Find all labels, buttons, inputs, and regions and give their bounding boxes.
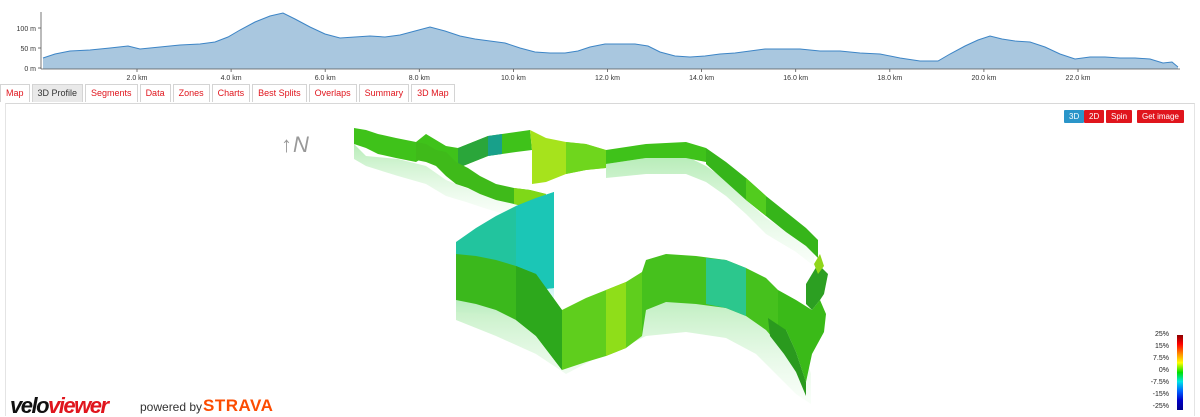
x-tick-label: 18.0 km	[877, 75, 902, 82]
x-tick-label: 16.0 km	[783, 75, 808, 82]
route-wall-north	[354, 128, 818, 258]
x-tick-label: 6.0 km	[315, 75, 336, 82]
legend-label: 25%	[1154, 331, 1169, 338]
x-tick-label: 22.0 km	[1066, 75, 1091, 82]
legend-label: -25%	[1152, 403, 1169, 410]
legend-label: -7.5%	[1150, 379, 1169, 386]
legend-label: 15%	[1154, 343, 1169, 350]
get-image-button[interactable]: Get image	[1137, 110, 1184, 123]
x-tick-label: 4.0 km	[221, 75, 242, 82]
tab-summary[interactable]: Summary	[358, 84, 410, 102]
tab-map[interactable]: Map	[0, 84, 30, 102]
x-tick-label: 2.0 km	[126, 75, 147, 82]
y-tick-label: 0 m	[24, 66, 36, 73]
legend-label: 0%	[1158, 367, 1169, 374]
x-tick-label: 8.0 km	[409, 75, 430, 82]
veloviewer-logo: veloviewer	[10, 393, 109, 416]
x-tick-label: 20.0 km	[971, 75, 996, 82]
strava-logo: STRAVA	[203, 396, 274, 415]
3d-route-view[interactable]	[6, 104, 1194, 416]
x-tick-label: 14.0 km	[689, 75, 714, 82]
tab-3d-profile[interactable]: 3D Profile	[31, 84, 84, 102]
tab-segments[interactable]: Segments	[85, 84, 138, 102]
logo-text-velo: velo	[10, 393, 50, 416]
elevation-line	[42, 12, 1179, 68]
y-tick-label: 100 m	[17, 26, 37, 33]
tab-zones[interactable]: Zones	[172, 84, 210, 102]
view-2d-button[interactable]: 2D	[1084, 110, 1105, 123]
spin-button[interactable]: Spin	[1106, 110, 1133, 123]
tab-bar: Map 3D Profile Segments Data Zones Charts Best…	[0, 84, 455, 103]
legend-label: 7.5%	[1153, 355, 1169, 362]
north-indicator: ↑N	[281, 132, 310, 157]
tab-best-splits[interactable]: Best Splits	[252, 84, 307, 102]
gradient-color-bar	[1177, 335, 1183, 410]
tab-3d-map[interactable]: 3D Map	[411, 84, 455, 102]
tab-charts[interactable]: Charts	[211, 84, 251, 102]
logo-text-viewer: viewer	[48, 393, 109, 416]
tab-data[interactable]: Data	[139, 84, 171, 102]
elevation-profile-chart[interactable]: 100 m 50 m 0 m 2.0 km 4.0 km 6.0 km 8.0 km 10.…	[0, 0, 1200, 84]
view-3d-button[interactable]: 3D	[1064, 110, 1085, 123]
powered-by-text: powered by	[140, 400, 203, 414]
route-wall-south	[456, 254, 828, 396]
x-tick-label: 12.0 km	[595, 75, 620, 82]
3d-profile-panel: ↑N 3D 2D Spin Get image 25% 15% 7.5% 0% -7.5…	[5, 103, 1195, 416]
elevation-area	[43, 13, 1178, 69]
y-tick-label: 50 m	[20, 46, 36, 53]
x-tick-label: 10.0 km	[501, 75, 526, 82]
tab-overlaps[interactable]: Overlaps	[308, 84, 357, 102]
gradient-legend: 25% 15% 7.5% 0% -7.5% -15% -25%	[1151, 331, 1191, 413]
legend-label: -15%	[1152, 391, 1169, 398]
